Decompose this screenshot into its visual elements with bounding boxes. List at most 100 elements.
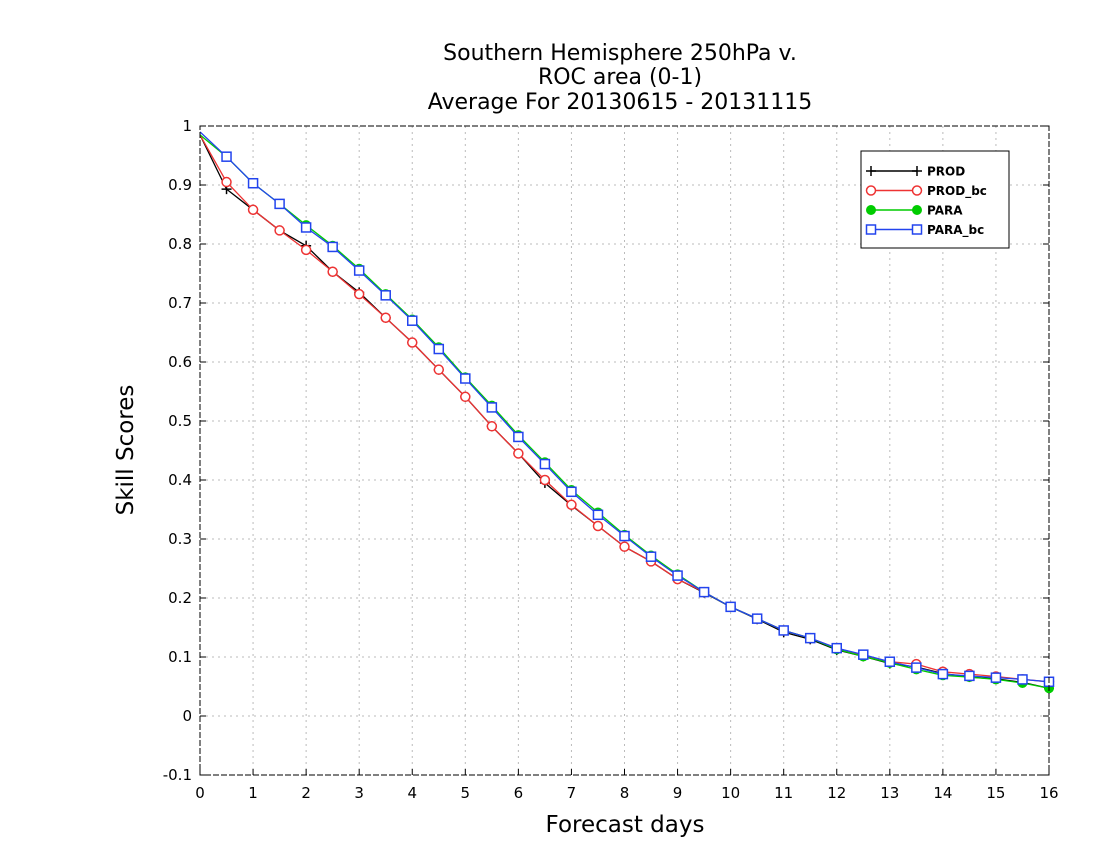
series-para-bc-marker <box>566 486 577 498</box>
series-para-bc-marker <box>221 151 232 162</box>
chart-title: Southern Hemisphere 250hPa v. ROC area (… <box>428 41 813 115</box>
y-tick-label: 0.6 <box>168 353 192 371</box>
series-prod-bc-marker <box>327 266 338 277</box>
series-para-bc-marker <box>990 672 1002 683</box>
series-para-bc-marker <box>645 551 657 562</box>
series-para-bc-marker <box>539 458 551 470</box>
chart-title-line-1: Southern Hemisphere 250hPa v. <box>443 41 797 66</box>
legend-swatch-start-marker <box>865 185 877 196</box>
x-tick-label: 14 <box>933 784 952 802</box>
legend-label: PROD <box>927 165 965 179</box>
chart-title-line-3: Average For 20130615 - 20131115 <box>428 90 813 115</box>
x-tick-label: 11 <box>774 784 793 802</box>
y-tick-label: 0.8 <box>168 235 192 253</box>
x-tick-label: 6 <box>514 784 524 802</box>
x-tick-label: 8 <box>620 784 630 802</box>
series-para-bc-marker <box>964 670 975 682</box>
series-prod-bc-marker <box>433 364 445 375</box>
series-prod-bc-marker <box>619 541 630 552</box>
series-para-bc-marker <box>513 431 524 443</box>
series-para-bc-marker <box>460 373 471 384</box>
y-tick-label: 0.1 <box>168 648 192 666</box>
plot-frame <box>199 125 1050 776</box>
y-tick-label: 0.4 <box>168 471 192 489</box>
legend-swatch-end-marker <box>911 224 923 235</box>
legend-entry-para: PARA <box>866 204 963 218</box>
x-tick-label: 15 <box>986 784 1005 802</box>
series-group <box>199 131 1055 694</box>
series-para-bc-marker <box>407 315 418 326</box>
x-tick-label: 10 <box>721 784 740 802</box>
series-para-bc-marker <box>884 656 896 667</box>
series-prod-bc-marker <box>247 204 259 216</box>
series-prod-bc-marker <box>539 474 551 486</box>
x-tick-label: 12 <box>827 784 846 802</box>
series-para-bc-marker <box>911 662 922 673</box>
series-para-bc-marker <box>778 625 789 636</box>
series-prod-bc-marker <box>300 244 312 256</box>
series-para-bc-marker <box>300 222 312 233</box>
x-tick-label: 13 <box>880 784 899 802</box>
series-prod-bc-marker <box>592 520 604 532</box>
legend-box <box>860 150 1010 249</box>
series-prod-bc-marker <box>380 312 391 323</box>
legend-label: PARA_bc <box>927 223 984 238</box>
series-prod-bc-marker <box>274 225 285 236</box>
y-tick-label: 0.9 <box>168 176 192 194</box>
series-para-bc-marker <box>486 402 498 413</box>
x-tick-label: 4 <box>407 784 417 802</box>
x-tick-label: 5 <box>461 784 471 802</box>
x-tick-label: 9 <box>673 784 683 802</box>
legend-entry-prod-bc: PROD_bc <box>865 184 987 199</box>
chart-title-line-2: ROC area (0-1) <box>538 65 702 90</box>
x-tick-label: 1 <box>248 784 258 802</box>
legend-swatch-end-marker <box>911 185 923 196</box>
series-prod-bc-marker <box>513 448 524 459</box>
series-para-bc-marker <box>433 343 445 355</box>
axis-ticks: 0 1 2 3 4 5 6 7 8 9 10 11 12 13 14 15 16-0.100.10.20.30.… <box>163 117 1059 802</box>
legend-swatch-end-marker <box>912 205 922 215</box>
legend-swatch-start-marker <box>866 166 876 176</box>
x-tick-label: 3 <box>354 784 364 802</box>
series-para-bc-marker <box>672 570 683 581</box>
series-para-bc-marker <box>751 613 763 624</box>
y-tick-label: 0.5 <box>168 412 192 430</box>
legend-entry-prod: PROD <box>866 165 965 179</box>
x-tick-label: 2 <box>301 784 311 802</box>
x-tick-label: 16 <box>1039 784 1058 802</box>
y-tick-label: 1 <box>182 117 192 135</box>
series-para-bc-marker <box>937 668 949 680</box>
series-para-bc-marker <box>592 509 604 521</box>
y-tick-label: 0.7 <box>168 294 192 312</box>
legend-swatch-start-marker <box>866 205 876 215</box>
y-tick-label: 0.2 <box>168 589 192 607</box>
series-para-bc-marker <box>327 241 338 253</box>
legend-entry-para-bc: PARA_bc <box>865 223 984 238</box>
series-prod-bc-marker <box>460 391 471 403</box>
legend-label: PARA <box>927 204 963 218</box>
y-tick-label: 0 <box>182 707 192 725</box>
series-para-bc-marker <box>1017 674 1028 685</box>
series-para-bc-marker <box>831 642 842 654</box>
x-tick-label: 7 <box>567 784 577 802</box>
legend-swatch-end-marker <box>912 166 922 176</box>
y-tick-label: -0.1 <box>163 766 192 784</box>
series-para-bc-marker <box>380 290 391 301</box>
series-para-bc-marker <box>353 265 365 276</box>
series-para-bc-marker <box>619 530 630 542</box>
series-prod-bc-marker <box>407 337 418 348</box>
series-prod-bc-marker <box>486 421 498 432</box>
x-axis-title: Forecast days <box>546 812 705 838</box>
series-para-bc-marker <box>858 649 869 660</box>
series-prod-bc-marker <box>221 176 232 188</box>
series-para-bc-marker <box>274 198 285 210</box>
series-para-bc-marker <box>804 632 816 644</box>
legend-swatch-start-marker <box>865 224 877 235</box>
y-tick-label: 0.3 <box>168 530 192 548</box>
series-para-bc-marker <box>725 601 736 613</box>
x-tick-label: 0 <box>195 784 205 802</box>
series-prod-bc-marker <box>566 499 577 511</box>
legend: PROD PROD_bc PARA PARA_bc <box>860 150 1010 249</box>
series-prod-bc-marker <box>353 288 365 300</box>
